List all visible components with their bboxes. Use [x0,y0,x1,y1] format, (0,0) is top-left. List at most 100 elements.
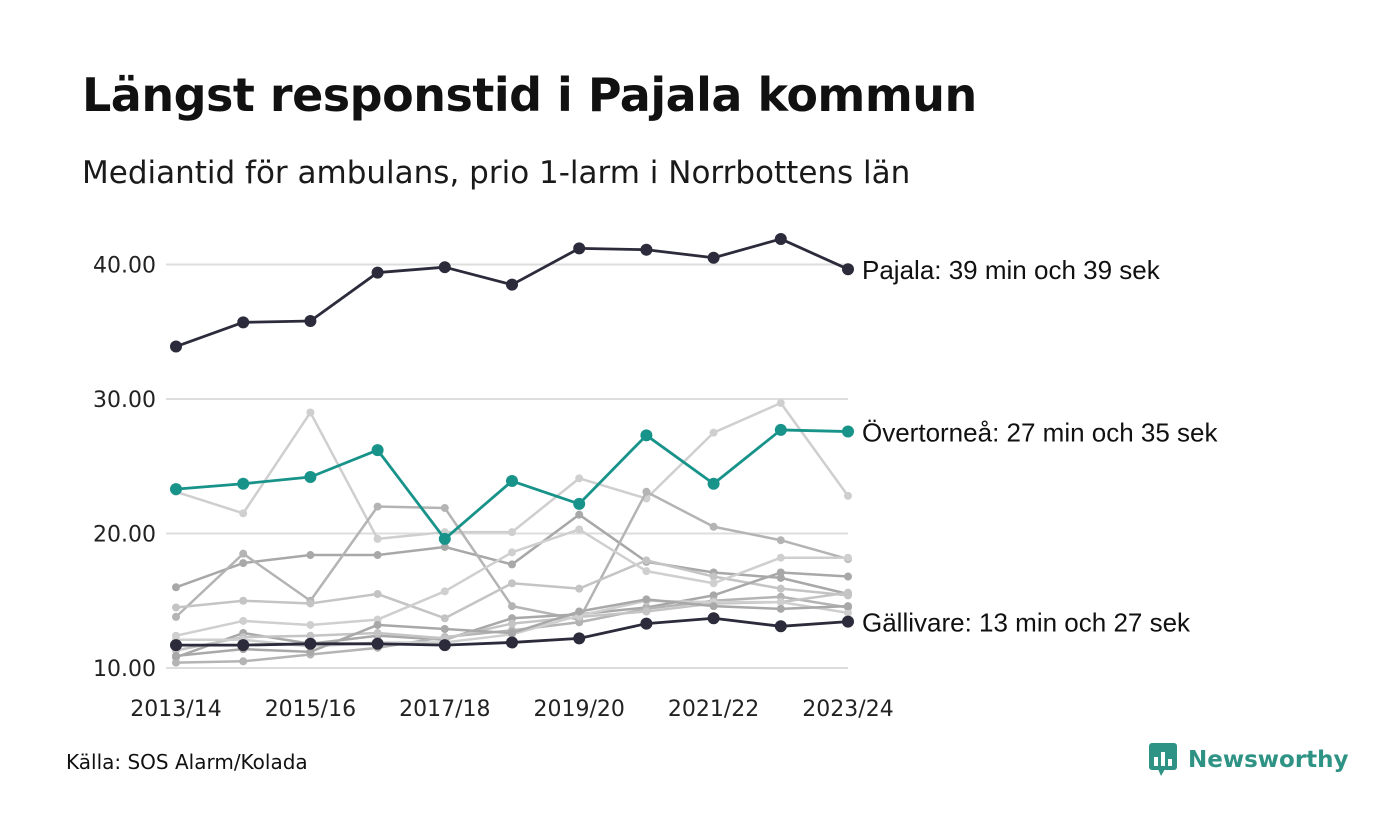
data-point [508,528,516,537]
data-point [508,602,516,611]
data-point [373,502,382,511]
series-end-label: Gällivare: 13 min och 27 sek [862,608,1191,638]
y-tick-label: 20.00 [93,523,156,548]
data-point [776,553,785,562]
data-point [707,612,720,625]
data-point [776,584,785,593]
data-point [373,620,382,629]
data-point [172,658,180,667]
data-point [304,637,317,650]
data-point [508,560,516,569]
data-point [508,619,516,628]
series-line [175,237,849,348]
data-point [774,232,787,245]
data-point [237,639,250,652]
data-point [642,595,651,604]
x-tick-label: 2013/14 [130,697,221,722]
x-tick-label: 2015/16 [265,697,356,722]
data-point [575,607,584,616]
highlighted-series [170,232,854,652]
data-point [438,532,451,545]
data-point [707,251,720,264]
data-point [573,497,586,510]
series-line [175,401,850,541]
data-point [304,314,317,327]
data-point [709,579,718,588]
data-point [373,590,382,599]
data-point [709,428,718,437]
data-point [842,425,854,438]
data-point [573,632,586,645]
x-axis-tick-labels: 2013/14 2015/16 2017/18 2019/20 2021/22 2023/… [130,697,893,722]
source-note: Källa: SOS Alarm/Kolada [66,750,308,774]
page-subtitle: Mediantid för ambulans, prio 1-larm i No… [82,155,911,191]
data-point [239,596,248,605]
data-point [844,553,852,562]
data-point [776,568,785,577]
data-point [844,588,852,597]
data-point [172,651,180,660]
y-axis-tick-labels: 10.00 20.00 30.00 40.00 [93,254,156,683]
data-point [438,261,451,274]
data-point [506,278,518,291]
data-point [844,491,852,500]
page-title: Längst responstid i Pajala kommun [82,68,977,122]
data-point [508,548,516,557]
data-point [440,587,449,596]
data-point [776,399,785,408]
data-point [306,631,315,640]
y-tick-label: 40.00 [93,254,156,279]
y-tick-label: 10.00 [93,657,156,682]
series-övertorneå [170,423,854,545]
data-point [239,559,248,568]
data-point [776,598,785,607]
series-background [172,556,852,623]
data-point [508,579,516,588]
data-point [306,647,315,656]
series-pajala [170,232,854,353]
data-point [575,584,584,593]
data-point [440,614,449,623]
background-series [172,399,852,667]
series-end-label: Övertorneå: 27 min och 35 sek [862,418,1219,448]
data-point [573,242,586,255]
data-point [774,620,787,633]
data-point [373,551,382,560]
brand-logo[interactable]: Newsworthy [1148,742,1349,778]
data-point [440,624,449,633]
data-point [237,316,250,329]
data-point [371,444,384,457]
data-point [709,572,718,581]
data-point [844,608,852,617]
data-point [239,509,248,518]
data-point [306,551,315,560]
x-tick-label: 2021/22 [668,697,759,722]
data-point [575,525,584,534]
data-point [371,637,384,650]
gridlines [166,263,848,669]
x-tick-label: 2023/24 [802,697,893,722]
data-point [170,639,182,652]
x-tick-label: 2019/20 [533,697,624,722]
series-end-labels: Pajala: 39 min och 39 sek Övertorneå: 27 … [862,255,1219,637]
data-point [239,657,248,666]
data-point [776,536,785,545]
data-point [506,636,518,649]
data-point [842,263,854,276]
data-point [707,477,720,490]
data-point [304,471,317,484]
data-point [844,572,852,581]
data-point [170,483,182,496]
data-point [508,629,516,638]
data-point [306,599,315,608]
data-point [709,522,718,531]
data-point [239,549,248,558]
series-background [172,399,852,543]
data-point [373,629,382,638]
data-point [844,602,852,611]
data-point [575,474,584,483]
data-point [239,616,248,625]
data-point [575,510,584,519]
data-point [172,603,180,612]
